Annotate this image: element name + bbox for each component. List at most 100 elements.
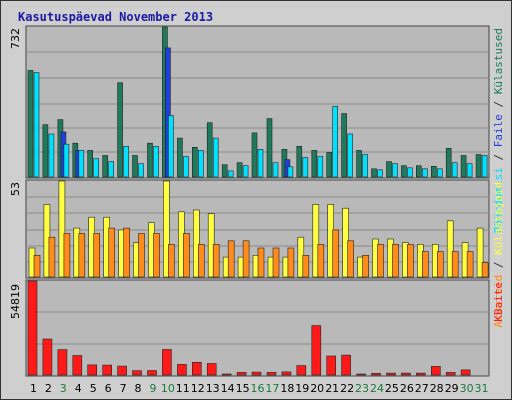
legend-pöördumisi: Pöördumisi <box>492 167 505 233</box>
bar-hits-pöördumisi-day-17 <box>272 162 279 178</box>
bar-visits-külastajaid-day-29 <box>446 220 454 278</box>
y-tick-labels: 732 53 54819 <box>9 28 22 319</box>
bar-visits-külastajaid-day-20 <box>312 204 320 278</box>
bar-hits-pöördumisi-day-7 <box>123 146 129 178</box>
bar-kbytes-kbaite-day-21 <box>326 355 337 376</box>
bar-hits-külastused-day-21 <box>326 152 333 178</box>
day-label-20: 20 <box>310 382 324 395</box>
legend-separator: / <box>492 94 505 114</box>
bar-hits-külastused-day-30 <box>460 155 467 178</box>
bar-kbytes-kbaite-day-10 <box>162 349 172 376</box>
legend-text: Arvuteid / Külastajaid <box>492 182 505 328</box>
plot-area-kbytes <box>25 279 490 377</box>
legend-text: KBaite <box>492 282 505 322</box>
day-label-19: 19 <box>295 382 309 395</box>
day-label-13: 13 <box>206 382 220 395</box>
bar-kbytes-kbaite-day-5 <box>87 364 97 376</box>
bar-hits-pöördumisi-day-19 <box>302 157 309 178</box>
bar-hits-külastused-day-29 <box>445 148 452 178</box>
bar-hits-pöördumisi-day-14 <box>227 170 234 178</box>
bar-hits-pöördumisi-day-10 <box>168 115 174 178</box>
day-label-14: 14 <box>221 382 235 395</box>
bar-hits-külastused-day-15 <box>236 162 243 178</box>
bar-kbytes-kbaite-day-22 <box>341 354 351 376</box>
bar-visits-arvuteid-day-28 <box>436 251 444 278</box>
bar-kbytes-kbaite-day-6 <box>102 364 112 376</box>
bar-hits-pöördumisi-day-15 <box>242 165 249 178</box>
bar-visits-arvuteid-day-25 <box>392 244 399 278</box>
bar-visits-arvuteid-day-9 <box>153 233 160 278</box>
bar-visits-arvuteid-day-10 <box>168 244 175 278</box>
bar-visits-arvuteid-day-15 <box>242 240 250 278</box>
day-label-6: 6 <box>105 382 112 395</box>
bar-hits-pöördumisi-day-22 <box>347 133 353 178</box>
bar-visits-külastajaid-day-10 <box>163 180 170 278</box>
bar-hits-külastused-day-25 <box>386 161 392 178</box>
bar-kbytes-kbaite-day-1 <box>27 280 38 376</box>
panel-visits <box>25 179 490 279</box>
legend-kbaite: KBaite <box>492 282 505 322</box>
bar-hits-pöördumisi-day-25 <box>392 163 398 178</box>
bar-hits-pöördumisi-day-16 <box>257 149 264 178</box>
bar-hits-pöördumisi-day-3 <box>63 143 70 178</box>
bar-kbytes-kbaite-day-16 <box>251 371 262 376</box>
bar-visits-külastajaid-day-12 <box>193 209 200 278</box>
day-label-21: 21 <box>325 382 339 395</box>
bar-hits-külastused-day-24 <box>371 168 377 178</box>
legend-külastajaid: Külastajaid <box>492 182 505 255</box>
bar-visits-arvuteid-day-4 <box>78 233 86 278</box>
bar-kbytes-kbaite-day-15 <box>236 372 247 376</box>
day-label-24: 24 <box>370 382 384 395</box>
day-label-18: 18 <box>280 382 294 395</box>
panels <box>25 25 490 377</box>
bar-hits-pöördumisi-day-11 <box>183 156 189 178</box>
bar-visits-arvuteid-day-7 <box>123 227 130 278</box>
bar-kbytes-kbaite-day-4 <box>72 355 83 376</box>
bar-hits-pöördumisi-day-29 <box>451 162 458 178</box>
bar-kbytes-kbaite-day-18 <box>281 371 292 376</box>
legend-faile: Faile <box>492 114 505 147</box>
bar-hits-külastused-day-9 <box>147 142 153 178</box>
day-label-7: 7 <box>120 382 127 395</box>
y-max-label-kbytes: 54819 <box>9 284 22 319</box>
bar-hits-pöördumisi-day-24 <box>377 169 383 178</box>
bar-hits-pöördumisi-day-23 <box>362 154 368 178</box>
bar-visits-arvuteid-day-20 <box>317 244 325 278</box>
bar-hits-pöördumisi-day-5 <box>93 158 99 178</box>
bar-visits-arvuteid-day-19 <box>302 255 310 278</box>
chart-title: Kasutuspäevad November 2013 <box>18 10 213 24</box>
day-label-2: 2 <box>45 382 52 395</box>
bar-visits-arvuteid-day-11 <box>183 233 190 278</box>
bar-visits-arvuteid-day-22 <box>347 240 354 278</box>
day-label-17: 17 <box>265 382 279 395</box>
bar-hits-pöördumisi-day-4 <box>78 150 85 178</box>
y-max-label-hits: 732 <box>9 28 22 49</box>
day-label-29: 29 <box>445 382 459 395</box>
legend-text: Pöördumisi / Faile / Külastused <box>492 28 505 233</box>
bar-visits-arvuteid-day-21 <box>332 229 340 278</box>
day-label-15: 15 <box>236 382 250 395</box>
bar-hits-külastused-day-6 <box>102 155 108 178</box>
bar-hits-pöördumisi-day-31 <box>481 155 488 178</box>
day-label-3: 3 <box>60 382 67 395</box>
legend-separator: / <box>492 147 505 167</box>
day-label-11: 11 <box>176 382 190 395</box>
bar-hits-pöördumisi-day-12 <box>198 150 204 178</box>
bar-visits-arvuteid-day-14 <box>227 240 235 278</box>
bar-hits-külastused-day-1 <box>27 70 34 178</box>
bar-hits-külastused-day-26 <box>401 165 407 178</box>
bar-visits-külastajaid-day-31 <box>476 227 484 278</box>
day-label-4: 4 <box>75 382 82 395</box>
bar-kbytes-kbaite-day-29 <box>445 372 456 376</box>
bar-kbytes-kbaite-day-23 <box>356 373 366 376</box>
bar-kbytes-kbaite-day-25 <box>386 372 396 376</box>
day-label-31: 31 <box>475 382 489 395</box>
bar-hits-külastused-day-27 <box>415 165 422 178</box>
bar-visits-arvuteid-day-2 <box>48 236 56 278</box>
day-label-28: 28 <box>430 382 444 395</box>
bar-hits-pöördumisi-day-8 <box>138 163 144 178</box>
bar-visits-arvuteid-day-23 <box>362 255 369 278</box>
bar-hits-külastused-day-22 <box>341 113 347 178</box>
bar-kbytes-kbaite-day-17 <box>266 372 277 376</box>
bar-hits-pöördumisi-day-28 <box>436 168 443 178</box>
